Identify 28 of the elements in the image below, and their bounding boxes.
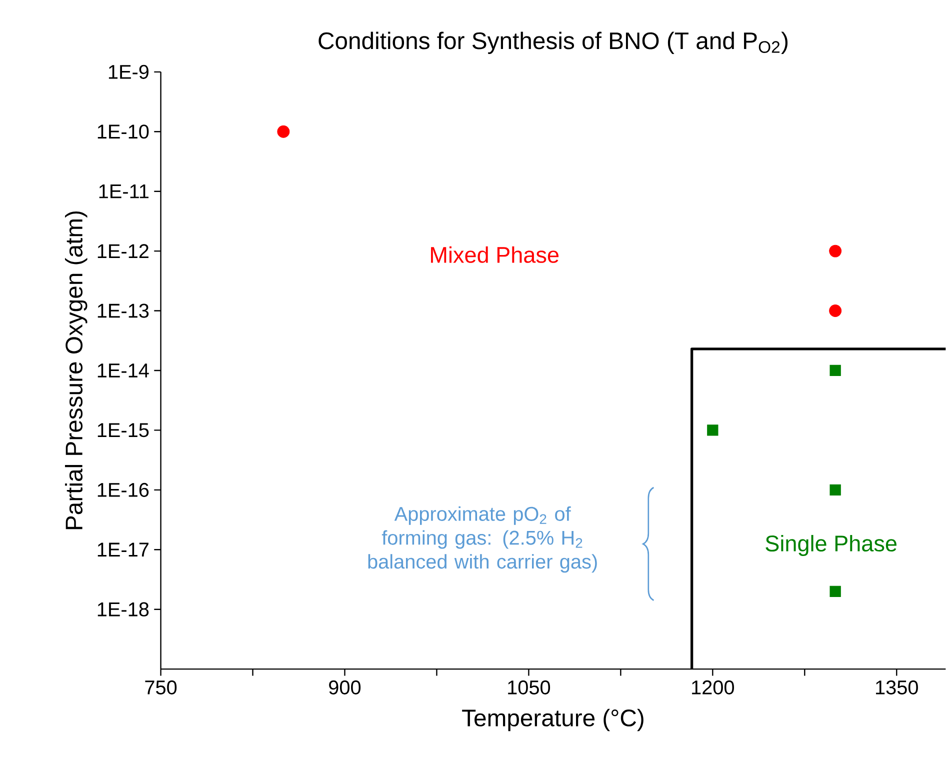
point: [830, 364, 841, 376]
y-tick-label: 1E-13: [98, 304, 149, 318]
x-tick-label: 1050: [508, 680, 550, 694]
y-tick-label: 1E-15: [98, 423, 149, 438]
y-tick-label: 1E-12: [98, 244, 148, 258]
chart-title: Conditions for Synthesis of BNO (T and P$_{O2}$): [318, 32, 788, 54]
x-axis-title: Temperature (°C): [462, 708, 644, 732]
y-tick-label: 1E-9: [108, 64, 148, 79]
y-tick-label: 1E-18: [98, 602, 149, 616]
y-tick-label: 1E-14: [98, 364, 149, 378]
text: Mixed Phase: [431, 246, 559, 263]
point: [830, 586, 841, 597]
series-label: Single Phase: [766, 534, 896, 556]
y-tick-label: 1E-17: [98, 542, 148, 557]
y-tick-label: 1E-11: [99, 184, 148, 198]
x-tick-label: 1350: [876, 680, 918, 694]
y-tick-label: 1E-10: [98, 124, 149, 139]
point: [829, 304, 842, 318]
x-tick-label: 1200: [692, 680, 734, 694]
y-tick-label: 1E-16: [98, 482, 149, 497]
x-tick-label: 900: [329, 680, 361, 694]
annotation: Approximate pO$_{2}$ of forming gas: (2.5% H$_{2}$ balanced with carrier gas): [368, 506, 597, 573]
y-axis-title: Partial Pressure Oxygen (atm): [64, 211, 88, 530]
point: [277, 125, 290, 138]
x-tick-label: 750: [145, 680, 177, 694]
point: [829, 244, 842, 258]
point: [707, 424, 718, 436]
point: [830, 484, 841, 496]
